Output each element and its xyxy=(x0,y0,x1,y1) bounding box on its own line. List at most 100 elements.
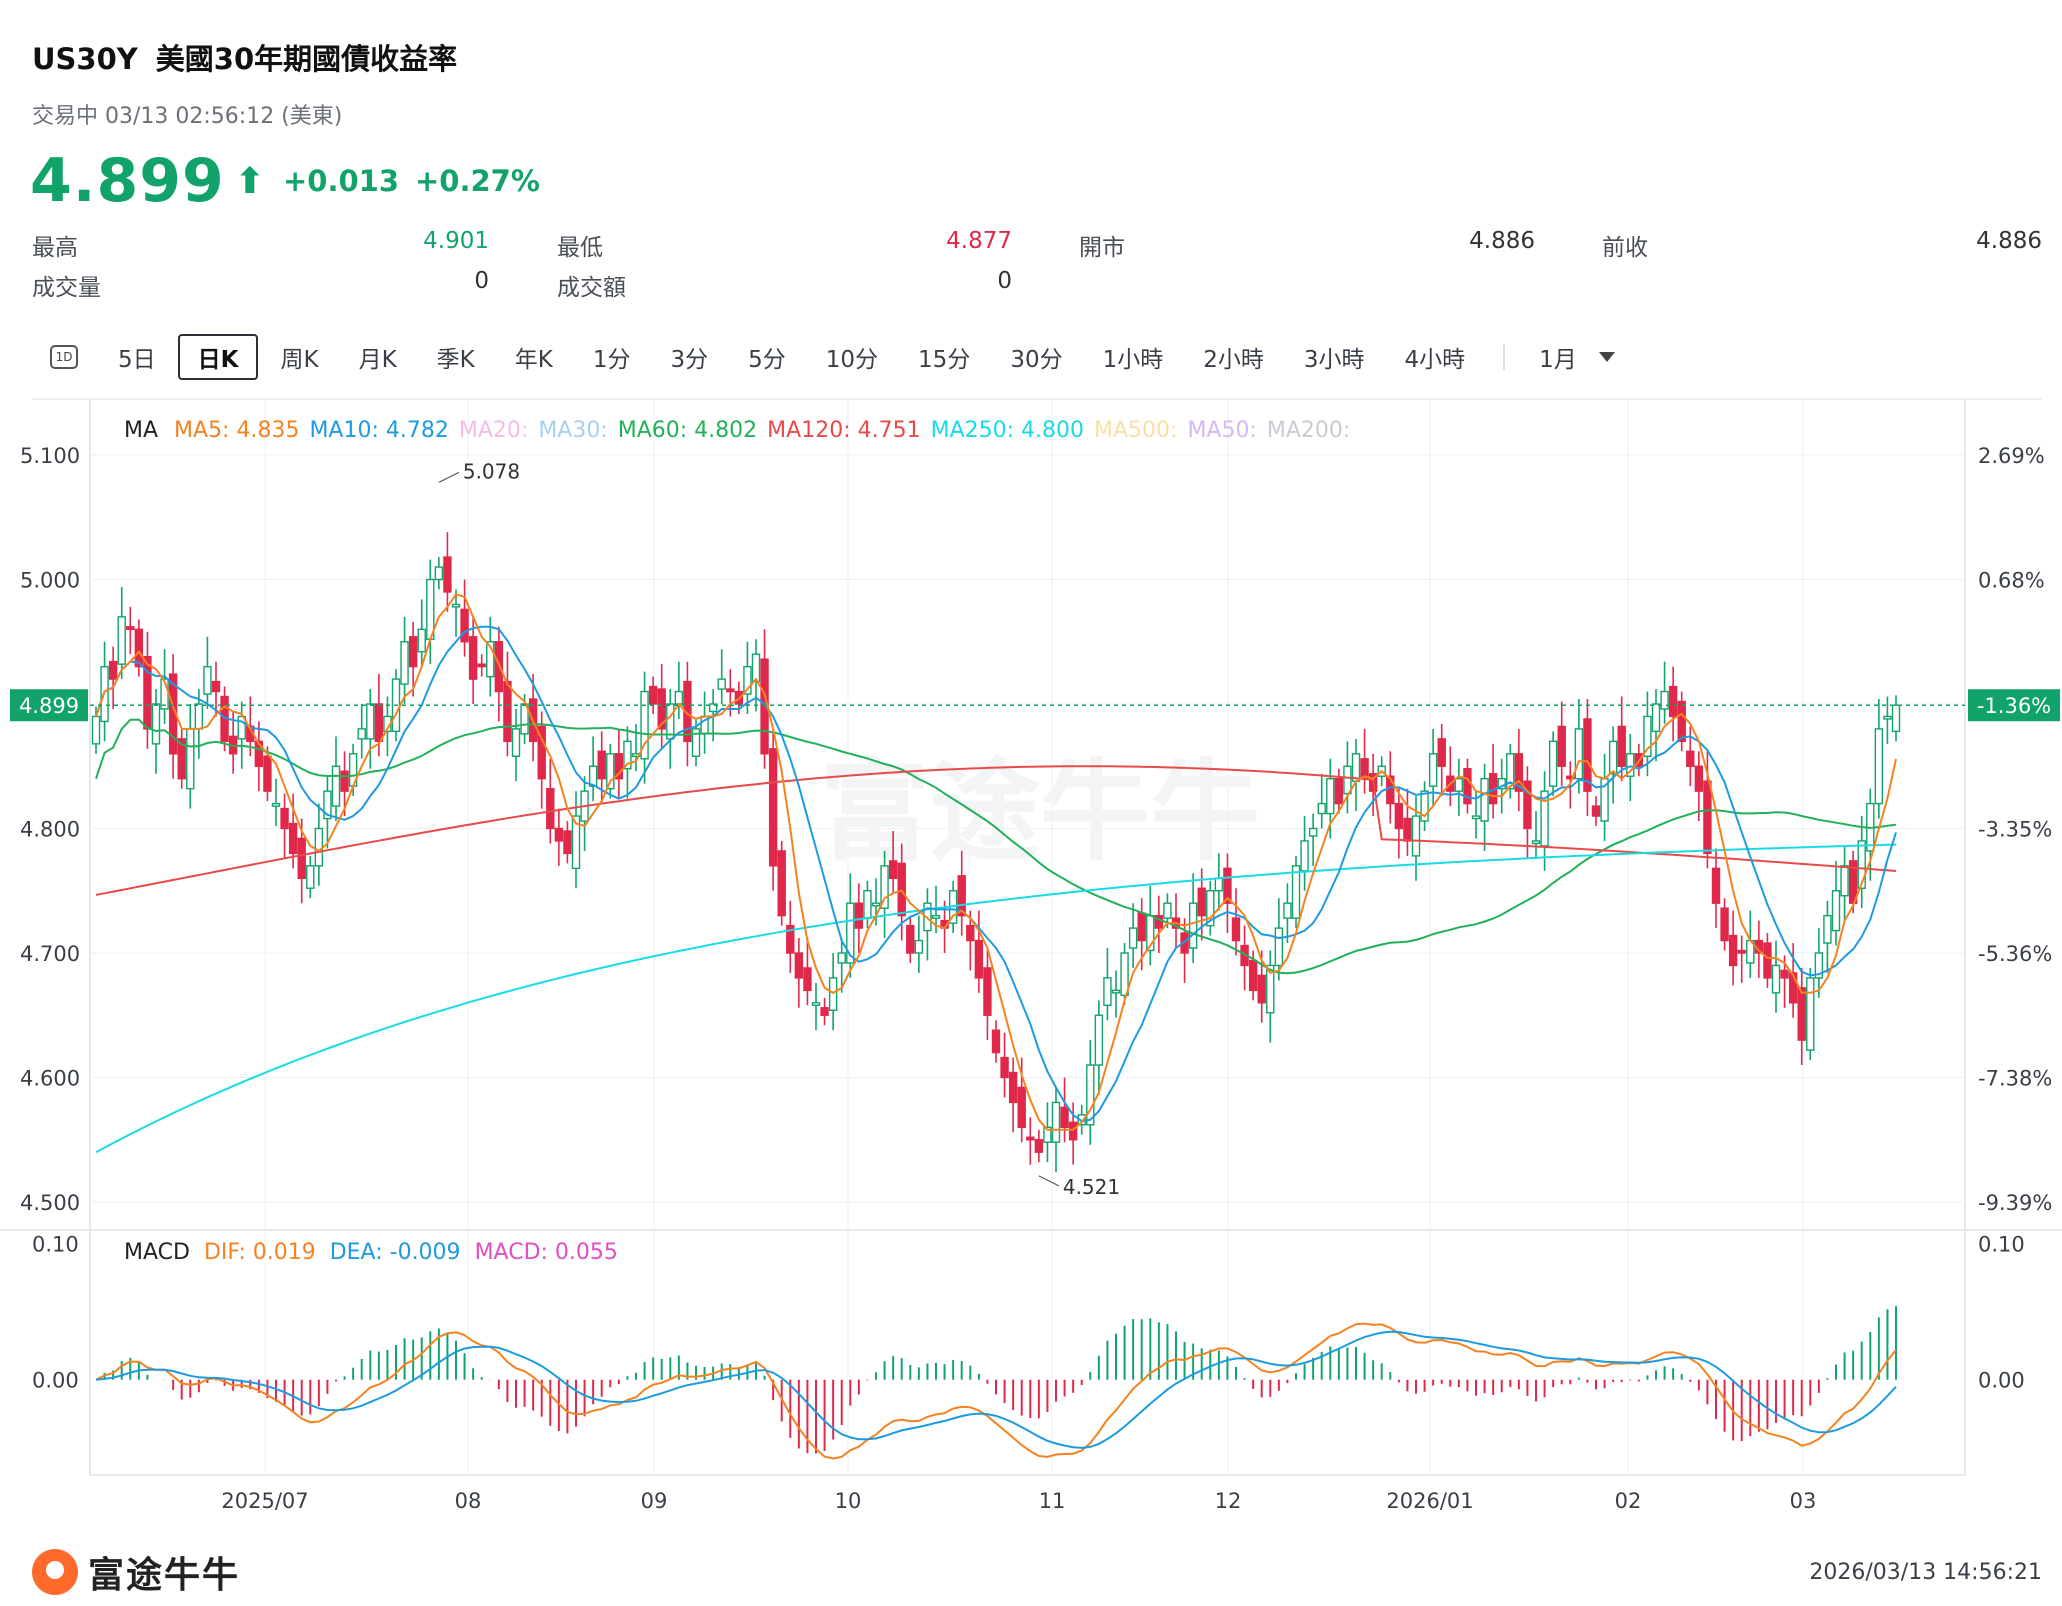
tab-5d[interactable]: 5日 xyxy=(118,347,156,373)
ma60-line xyxy=(95,718,1897,975)
candle-body xyxy=(177,738,186,780)
ma-legend: MA MA5: 4.835 MA10: 4.782 MA20: MA30: MA60: … xyxy=(124,418,1350,443)
candle-body xyxy=(1891,704,1901,733)
ma-legend-label: MA xyxy=(124,418,159,443)
candle-body xyxy=(374,703,384,743)
price-change: +0.013 xyxy=(282,164,399,198)
x-tick: 08 xyxy=(455,1489,482,1513)
calendar-1d-icon: 1D xyxy=(50,345,78,369)
brand-name: 富途牛牛 xyxy=(88,1555,241,1596)
tab-2hour[interactable]: 2小時 xyxy=(1203,347,1264,373)
ma-legend-item: MA200: xyxy=(1266,418,1351,443)
tab-yearly-k[interactable]: 年K xyxy=(514,347,553,373)
candle-body xyxy=(1471,815,1481,820)
candle-body xyxy=(906,924,915,954)
high-pointer xyxy=(438,471,460,483)
candle-body xyxy=(588,765,598,787)
candle-body xyxy=(1677,700,1686,743)
candle-body xyxy=(1480,778,1489,822)
tab-quarterly-k[interactable]: 季K xyxy=(436,347,475,373)
tab-5min[interactable]: 5分 xyxy=(748,347,786,373)
price-tick: 5.000 xyxy=(20,569,80,593)
candle-body xyxy=(1214,877,1224,892)
candle-body xyxy=(991,1029,1001,1054)
candle-body xyxy=(1111,989,1121,994)
candle-body xyxy=(640,690,649,760)
candle-body xyxy=(931,914,941,919)
ma-legend-item: MA120: 4.751 xyxy=(767,418,921,443)
candle-body xyxy=(957,875,966,917)
candle-body xyxy=(871,902,881,907)
tab-15min[interactable]: 15分 xyxy=(918,347,971,373)
volume-value: 0 xyxy=(474,268,489,294)
candle-body xyxy=(1651,703,1661,733)
candle-body xyxy=(777,850,786,917)
price-change-pct: +0.27% xyxy=(415,164,540,198)
candle-body xyxy=(897,862,906,917)
tab-separator xyxy=(1503,344,1506,370)
tab-3min[interactable]: 3分 xyxy=(670,347,709,373)
candle-body xyxy=(914,939,924,954)
tab-1hour[interactable]: 1小時 xyxy=(1102,347,1164,373)
candle-body xyxy=(683,680,692,743)
candle-body xyxy=(623,740,632,770)
open-label: 開市 xyxy=(1079,235,1125,261)
candle-body xyxy=(1771,964,1781,994)
x-tick: 10 xyxy=(835,1489,862,1513)
high-annotation: 5.078 xyxy=(463,459,520,483)
candle-body xyxy=(1883,715,1892,720)
candle-body xyxy=(443,556,452,593)
pct-tick: -9.39% xyxy=(1978,1191,2052,1215)
low-label: 最低 xyxy=(557,235,603,261)
candle-body xyxy=(1797,987,1806,1041)
candle-body xyxy=(854,902,864,929)
tab-10min[interactable]: 10分 xyxy=(825,347,879,373)
tab-1d-icon[interactable]: 1D xyxy=(32,334,96,380)
candle-body xyxy=(1720,907,1729,942)
candle-body xyxy=(1008,1071,1018,1104)
candle-body xyxy=(1780,969,1789,979)
candle-body xyxy=(306,865,315,889)
price-tick: 4.500 xyxy=(20,1191,80,1215)
candle-body xyxy=(648,685,658,705)
candle-body xyxy=(1643,715,1652,757)
tab-1min[interactable]: 1分 xyxy=(592,347,631,373)
footer-timestamp: 2026/03/13 14:56:21 xyxy=(1809,1560,2042,1585)
tab-4hour[interactable]: 4小時 xyxy=(1404,347,1466,373)
macd-legend-item: MACD: 0.055 xyxy=(474,1240,618,1265)
candle-body xyxy=(434,566,444,581)
candle-body xyxy=(1548,740,1558,787)
candle-body xyxy=(863,890,872,919)
candle-body xyxy=(1428,753,1438,787)
tab-3hour[interactable]: 3小時 xyxy=(1303,347,1365,373)
candle-body xyxy=(1523,780,1532,830)
tab-daily-k[interactable]: 日K xyxy=(177,334,259,380)
candle-body xyxy=(606,753,615,790)
tab-30min[interactable]: 30分 xyxy=(1010,347,1063,373)
tab-monthly-k[interactable]: 月K xyxy=(358,347,397,373)
macd-legend-item: DEA: -0.009 xyxy=(329,1240,461,1265)
candle-body xyxy=(1840,865,1849,897)
up-arrow-icon: ⬆ xyxy=(234,160,265,202)
candle-body xyxy=(503,680,512,743)
kline-chart[interactable]: 5.1002.69%5.0000.68%4.900-1.36%4.800-3.3… xyxy=(0,400,2062,1520)
price-tick: 4.700 xyxy=(20,942,80,966)
candle-body xyxy=(1137,912,1146,942)
tab-weekly-k[interactable]: 周K xyxy=(280,347,319,373)
macd-legend-item: DIF: 0.019 xyxy=(203,1240,316,1265)
candle-body xyxy=(983,967,992,1016)
dif-line xyxy=(95,1322,1897,1460)
candle-body xyxy=(1806,977,1815,1051)
pct-tick: -3.35% xyxy=(1978,818,2052,842)
candle-body xyxy=(1274,927,1284,967)
candle-body xyxy=(726,688,735,693)
candle-body xyxy=(1566,775,1575,780)
candle-body xyxy=(1231,917,1241,942)
candle-body xyxy=(768,748,778,867)
candle-body xyxy=(1574,728,1584,780)
candle-body xyxy=(811,1002,821,1006)
candle-body xyxy=(674,690,684,705)
range-dropdown[interactable]: 1月 xyxy=(1529,340,1625,374)
pct-tick: 2.69% xyxy=(1978,444,2045,468)
candle-body xyxy=(1540,790,1549,847)
